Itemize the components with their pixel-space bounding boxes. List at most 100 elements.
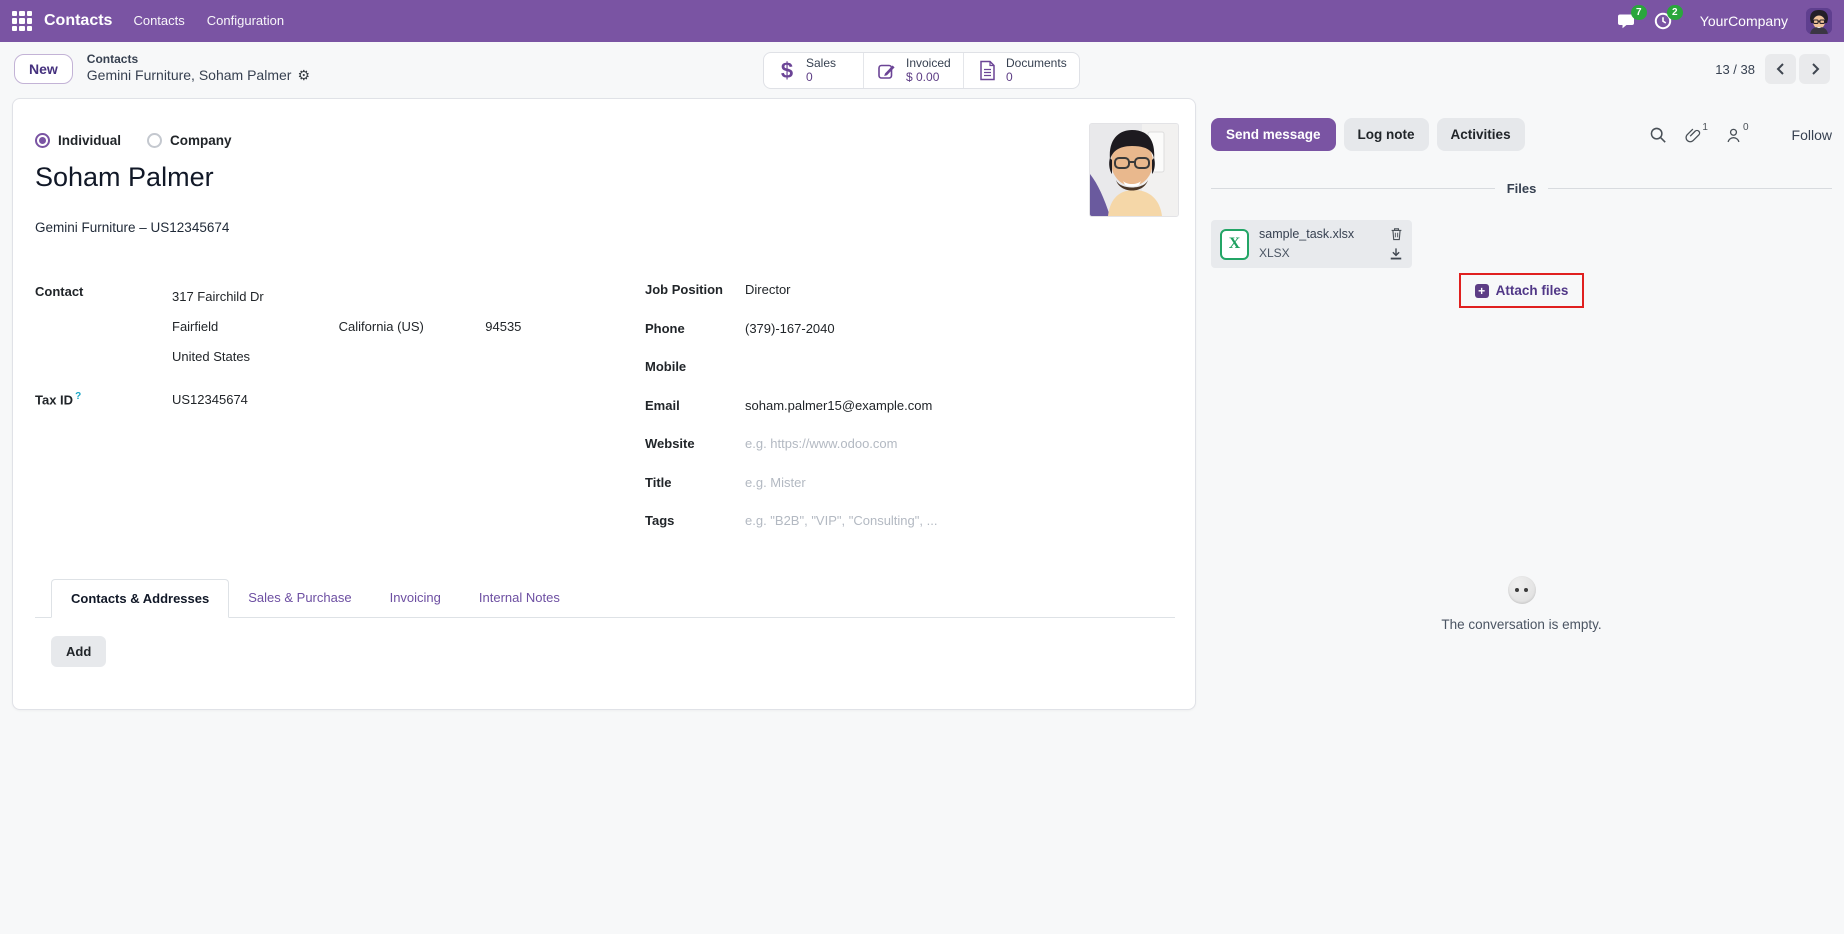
stat-label: Invoiced (906, 55, 951, 70)
top-navbar: Contacts Contacts Configuration 7 2 Your… (0, 0, 1844, 42)
pager-next-button[interactable] (1799, 54, 1830, 84)
contact-address-label: Contact (35, 284, 84, 299)
attach-files-button[interactable]: + Attach files (1474, 283, 1568, 298)
radio-company-circle[interactable] (147, 133, 163, 148)
attachment-filename[interactable]: sample_task.xlsx (1259, 227, 1355, 242)
address-country[interactable]: United States (172, 349, 251, 364)
chatter-panel: Send message Log note Activities 1 (1211, 118, 1832, 632)
stat-button-invoiced[interactable]: Invoiced $ 0.00 (864, 53, 964, 88)
person-icon (1727, 128, 1740, 142)
phone-label: Phone (645, 320, 685, 336)
address-zip[interactable]: 94535 (485, 319, 522, 334)
files-section-title: Files (1506, 181, 1537, 196)
website-label: Website (645, 436, 695, 451)
tags-field[interactable]: e.g. "B2B", "VIP", "Consulting", ... (745, 513, 938, 528)
attachment-filetype: XLSX (1259, 246, 1290, 261)
radio-individual-label: Individual (58, 133, 122, 148)
breadcrumb-parent-link[interactable]: Contacts (86, 52, 139, 67)
chat-bubble-icon (1617, 14, 1634, 29)
form-sheet: Individual Company Soham Palmer Gemini F… (12, 98, 1196, 710)
address-block[interactable]: 317 Fairchild Dr Fairfield California (U… (172, 282, 521, 372)
stat-button-documents[interactable]: Documents 0 (964, 53, 1079, 88)
radio-individual-circle[interactable] (35, 133, 50, 148)
xlsx-file-icon: X (1220, 228, 1249, 260)
stat-label: Sales (806, 55, 837, 70)
attach-files-highlight: + Attach files (1458, 273, 1585, 308)
document-icon (976, 60, 998, 81)
company-menu[interactable]: YourCompany (1699, 13, 1788, 29)
radio-company[interactable]: Company (147, 133, 232, 148)
log-note-button[interactable]: Log note (1343, 118, 1429, 151)
activities-icon[interactable]: 2 (1650, 5, 1683, 34)
menu-contacts[interactable]: Contacts (133, 13, 185, 28)
pager-counter: 13 / 38 (1715, 61, 1755, 77)
email-value[interactable]: soham.palmer15@example.com (745, 397, 933, 413)
address-street[interactable]: 317 Fairchild Dr (172, 289, 264, 304)
attachments-counter[interactable]: 1 (1684, 122, 1708, 144)
stat-value: $ 0.00 (906, 69, 940, 84)
files-section-divider: Files (1211, 181, 1832, 196)
parent-company-link[interactable]: Gemini Furniture – US12345674 (35, 220, 230, 235)
radio-individual[interactable]: Individual (35, 133, 121, 148)
phone-value[interactable]: (379)-167-2040 (745, 320, 835, 336)
job-position-label: Job Position (645, 282, 723, 297)
stat-button-group: $ Sales 0 Invoiced $ 0.00 (763, 52, 1080, 89)
title-field[interactable]: e.g. Mister (745, 474, 806, 490)
tab-contacts-addresses[interactable]: Contacts & Addresses (51, 578, 230, 618)
breadcrumb: Contacts Gemini Furniture, Soham Palmer … (87, 52, 310, 85)
follow-button[interactable]: Follow (1791, 126, 1832, 143)
website-field[interactable]: e.g. https://www.odoo.com (745, 436, 898, 451)
company-type-selector: Individual Company (35, 133, 1175, 148)
breadcrumb-current-record: Gemini Furniture, Soham Palmer (86, 67, 292, 84)
search-messages-icon[interactable] (1649, 126, 1667, 144)
dollar-icon: $ (780, 57, 794, 83)
user-avatar[interactable] (1806, 8, 1832, 34)
smiley-face-icon (1507, 576, 1536, 604)
mobile-label: Mobile (645, 359, 687, 374)
delete-attachment-icon[interactable] (1390, 227, 1403, 241)
stat-button-sales[interactable]: $ Sales 0 (764, 53, 864, 88)
tab-invoicing[interactable]: Invoicing (389, 589, 441, 605)
job-position-value[interactable]: Director (745, 282, 791, 297)
attachment-card[interactable]: X sample_task.xlsx XLSX (1211, 220, 1412, 268)
followers-counter[interactable]: 0 (1725, 122, 1749, 144)
edit-icon (876, 61, 898, 81)
control-panel: New Contacts Gemini Furniture, Soham Pal… (0, 42, 1844, 95)
activities-badge: 2 (1666, 5, 1683, 20)
tax-id-value[interactable]: US12345674 (172, 392, 248, 408)
menu-configuration[interactable]: Configuration (206, 13, 285, 28)
pager-previous-button[interactable] (1765, 54, 1796, 84)
activities-button[interactable]: Activities (1436, 118, 1525, 151)
contact-name-field[interactable]: Soham Palmer (35, 162, 214, 192)
stat-value: 0 (806, 69, 813, 84)
address-city[interactable]: Fairfield (172, 319, 219, 334)
tax-id-label: Tax ID (35, 392, 74, 408)
pager: 13 / 38 (1715, 54, 1830, 84)
stat-label: Documents (1006, 55, 1067, 70)
radio-company-label: Company (170, 133, 232, 148)
address-state[interactable]: California (US) (338, 319, 424, 334)
messages-icon[interactable]: 7 (1614, 5, 1647, 34)
chevron-right-icon (1811, 63, 1819, 75)
app-name[interactable]: Contacts (44, 12, 113, 29)
help-icon[interactable]: ? (75, 391, 82, 402)
new-button[interactable]: New (14, 53, 73, 84)
download-attachment-icon[interactable] (1389, 247, 1403, 261)
gear-icon[interactable]: ⚙ (297, 67, 310, 84)
empty-conversation-text: The conversation is empty. (1441, 617, 1602, 632)
plus-icon: + (1474, 283, 1489, 298)
stat-value: 0 (1006, 69, 1013, 84)
follower-count: 0 (1742, 121, 1749, 133)
send-message-button[interactable]: Send message (1211, 118, 1336, 151)
apps-grid-icon[interactable] (12, 11, 32, 31)
attachment-count: 1 (1702, 121, 1708, 133)
messages-badge: 7 (1630, 5, 1647, 20)
tab-sales-purchase[interactable]: Sales & Purchase (248, 589, 352, 605)
empty-conversation: The conversation is empty. (1211, 576, 1832, 632)
tags-label: Tags (645, 513, 675, 528)
add-button[interactable]: Add (51, 635, 107, 667)
tab-internal-notes[interactable]: Internal Notes (478, 589, 560, 605)
paperclip-icon (1685, 128, 1701, 142)
title-label: Title (645, 474, 672, 490)
contact-photo[interactable] (1089, 123, 1179, 217)
